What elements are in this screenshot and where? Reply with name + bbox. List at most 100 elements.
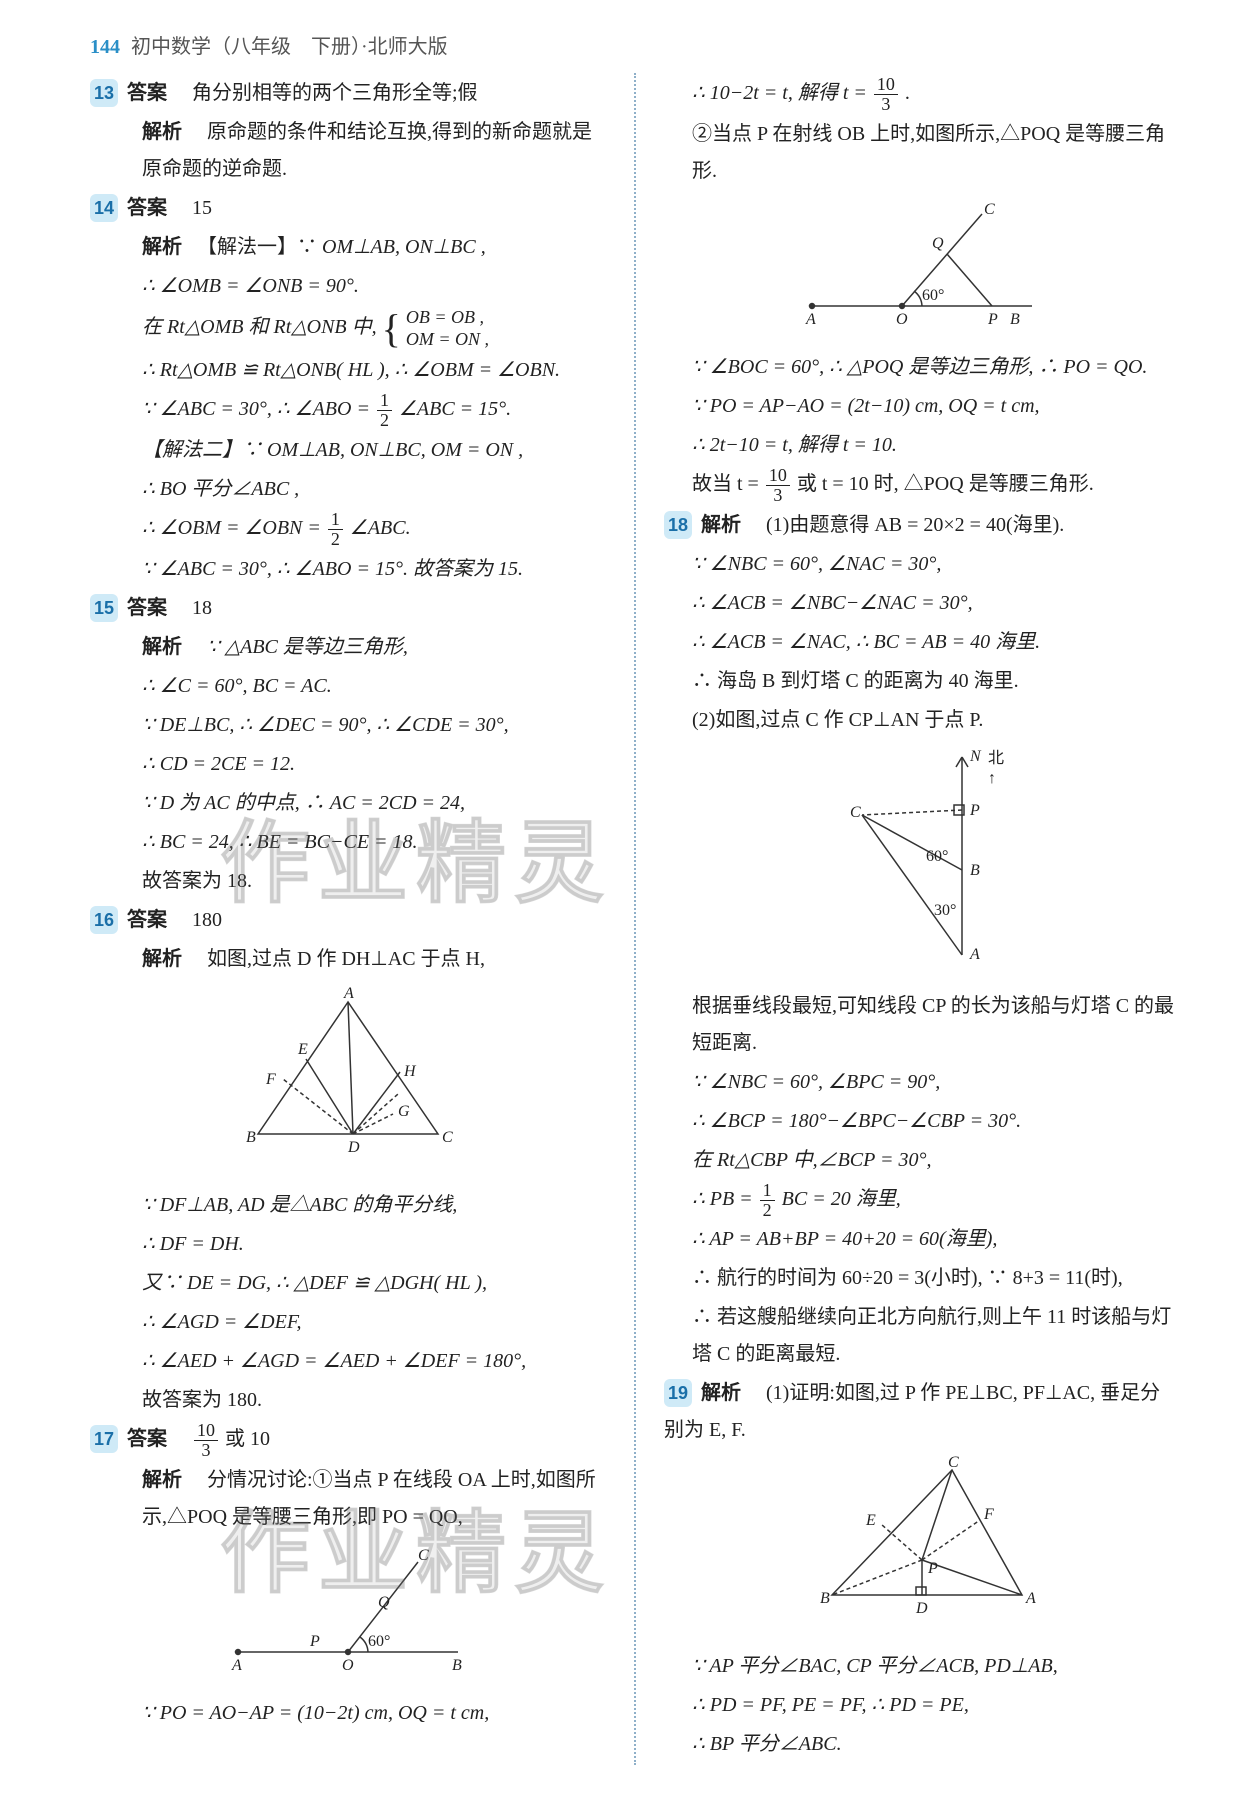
svg-text:B: B: [452, 1657, 462, 1672]
q16-figure: A B C D E F G H: [90, 984, 606, 1177]
text: 或 t = 10 时, △POQ 是等腰三角形.: [797, 473, 1094, 495]
svg-text:C: C: [418, 1547, 429, 1564]
text: 分情况讨论:①当点 P 在线段 OA 上时,如图所示,△POQ 是等腰三角形,即…: [142, 1469, 596, 1528]
fraction: 12: [377, 391, 392, 430]
text: .: [905, 82, 910, 104]
q18-a1: ∵ ∠NBC = 60°, ∠NAC = 30°,: [664, 546, 1180, 583]
explain-label: 解析: [142, 1469, 182, 1491]
q18-a5: (2)如图,过点 C 作 CP⊥AN 于点 P.: [664, 702, 1180, 739]
brace-icon: {: [382, 317, 401, 341]
q19-c1: ∵ AP 平分∠BAC, CP 平分∠ACB, PD⊥AB,: [664, 1648, 1180, 1685]
q19-figure: A B C D E F P: [664, 1455, 1180, 1638]
q15-answer: 18: [192, 597, 212, 619]
q16-p6: 故答案为 180.: [90, 1382, 606, 1419]
q16-p1: ∵ DF⊥AB, AD 是△ABC 的角平分线,: [90, 1187, 606, 1224]
explain-label: 解析: [701, 514, 741, 536]
q14-m2: ∴ ∠OMB = ∠ONB = 90°.: [90, 268, 606, 305]
q15-answer-line: 15 答案 18: [90, 590, 606, 627]
explain-label: 解析: [142, 636, 182, 658]
fraction: 103: [874, 75, 898, 114]
q15-l6: ∴ BC = 24, ∴ BE = BC−CE = 18.: [90, 824, 606, 861]
q17-figure-b: A B C O P Q 60°: [664, 196, 1180, 339]
column-divider: [634, 73, 636, 1765]
text: ∠ABC.: [350, 517, 411, 539]
q16-p2: ∴ DF = DH.: [90, 1226, 606, 1263]
q15-l5: ∵ D 为 AC 的中点, ∴ AC = 2CD = 24,: [90, 785, 606, 822]
r2: ②当点 P 在射线 OB 上时,如图所示,△POQ 是等腰三角形.: [664, 116, 1180, 190]
q18-b4: 在 Rt△CBP 中,∠BCP = 30°,: [664, 1142, 1180, 1179]
explain-label: 解析: [142, 121, 182, 143]
q16-number: 16: [90, 906, 118, 934]
svg-text:O: O: [896, 311, 908, 326]
svg-text:F: F: [983, 1506, 994, 1523]
text: ∠ABC = 15°.: [399, 398, 511, 420]
page: 作业精灵 作业精灵 144 初中数学（八年级 下册）·北师大版 13 答案 角分…: [0, 0, 1250, 1814]
r1: ∴ 10−2t = t, 解得 t = 103 .: [664, 75, 1180, 114]
answer-label: 答案: [127, 197, 167, 219]
q19-head: 19 解析 (1)证明:如图,过 P 作 PE⊥BC, PF⊥AC, 垂足分别为…: [664, 1375, 1180, 1449]
answer-label: 答案: [127, 597, 167, 619]
text: ∵ ∠ABC = 30°, ∴ ∠ABO =: [142, 398, 375, 420]
q14-m8: ∴ ∠OBM = ∠OBN = 12 ∠ABC.: [90, 510, 606, 549]
q18-b3: ∴ ∠BCP = 180°−∠BPC−∠CBP = 30°.: [664, 1103, 1180, 1140]
left-column: 13 答案 角分别相等的两个三角形全等;假 解析 原命题的条件和结论互换,得到的…: [90, 73, 606, 1765]
svg-text:B: B: [820, 1590, 830, 1607]
q18-number: 18: [664, 511, 692, 539]
text: ∴ 10−2t = t, 解得 t =: [692, 82, 872, 104]
q14-m6: 【解法二】∵ OM⊥AB, ON⊥BC, OM = ON ,: [90, 432, 606, 469]
q14-m1: 解析 【解法一】∵ OM⊥AB, ON⊥BC ,: [90, 229, 606, 266]
page-number: 144: [90, 36, 120, 58]
svg-text:F: F: [265, 1071, 276, 1088]
q19-c2: ∴ PD = PF, PE = PF, ∴ PD = PE,: [664, 1687, 1180, 1724]
svg-text:P: P: [309, 1633, 320, 1650]
svg-text:Q: Q: [932, 235, 944, 252]
answer-label: 答案: [127, 909, 167, 931]
q17-e2: ∵ PO = AO−AP = (10−2t) cm, OQ = t cm,: [90, 1695, 606, 1732]
q18-a4: ∴ 海岛 B 到灯塔 C 的距离为 40 海里.: [664, 663, 1180, 700]
q13-number: 13: [90, 79, 118, 107]
q18-head: 18 解析 (1)由题意得 AB = 20×2 = 40(海里).: [664, 507, 1180, 544]
q18-b5: ∴ PB = 12 BC = 20 海里,: [664, 1181, 1180, 1220]
svg-text:N: N: [969, 748, 982, 765]
brace-content: OB = OB , OM = ON ,: [406, 307, 489, 350]
q16-expl: 解析 如图,过点 D 作 DH⊥AC 于点 H,: [90, 941, 606, 978]
q17-answer-line: 17 答案 103 或 10: [90, 1421, 606, 1460]
svg-text:C: C: [442, 1129, 453, 1146]
text: ∴ PB =: [692, 1188, 758, 1210]
q15-l4: ∴ CD = 2CE = 12.: [90, 746, 606, 783]
r3: ∵ ∠BOC = 60°, ∴ △POQ 是等边三角形, ∴ PO = QO.: [664, 349, 1180, 386]
svg-text:B: B: [246, 1129, 256, 1146]
text: (1)由题意得 AB = 20×2 = 40(海里).: [766, 514, 1064, 536]
q18-b1: 根据垂线段最短,可知线段 CP 的长为该船与灯塔 C 的最短距离.: [664, 988, 1180, 1062]
svg-text:A: A: [343, 985, 354, 1002]
svg-text:D: D: [347, 1139, 360, 1156]
q13-explain: 解析 原命题的条件和结论互换,得到的新命题就是原命题的逆命题.: [90, 114, 606, 188]
svg-text:30°: 30°: [934, 902, 956, 919]
q18-b2: ∵ ∠NBC = 60°, ∠BPC = 90°,: [664, 1064, 1180, 1101]
q17-figure-a: A B C O P Q 60°: [90, 1542, 606, 1685]
svg-text:60°: 60°: [922, 287, 944, 304]
answer-label: 答案: [127, 1428, 167, 1450]
svg-text:D: D: [915, 1600, 928, 1617]
q18-a3: ∴ ∠ACB = ∠NAC, ∴ BC = AB = 40 海里.: [664, 624, 1180, 661]
q16-answer-line: 16 答案 180: [90, 902, 606, 939]
svg-text:E: E: [865, 1512, 876, 1529]
svg-text:北: 北: [988, 749, 1004, 767]
q17-number: 17: [90, 1425, 118, 1453]
q18-b7: ∴ 航行的时间为 60÷20 = 3(小时), ∵ 8+3 = 11(时),: [664, 1260, 1180, 1297]
q16-p5: ∴ ∠AED + ∠AGD = ∠AED + ∠DEF = 180°,: [90, 1343, 606, 1380]
q14-m7: ∴ BO 平分∠ABC ,: [90, 471, 606, 508]
q14-m9: ∵ ∠ABC = 30°, ∴ ∠ABO = 15°. 故答案为 15.: [90, 551, 606, 588]
q14-answer: 15: [192, 197, 212, 219]
svg-text:C: C: [850, 804, 861, 821]
svg-text:P: P: [987, 311, 998, 326]
text: 在 Rt△OMB 和 Rt△ONB 中,: [142, 316, 377, 338]
q18-b8: ∴ 若这艘船继续向正北方向航行,则上午 11 时该船与灯塔 C 的距离最短.: [664, 1299, 1180, 1373]
svg-text:B: B: [970, 862, 980, 879]
svg-text:C: C: [948, 1455, 959, 1471]
q18-b6: ∴ AP = AB+BP = 40+20 = 60(海里),: [664, 1221, 1180, 1258]
r4: ∵ PO = AP−AO = (2t−10) cm, OQ = t cm,: [664, 388, 1180, 425]
explain-label: 解析: [142, 236, 182, 258]
q18-figure: N 北 ↑ C P B A 60° 30°: [664, 745, 1180, 978]
explain-label: 解析: [701, 1382, 741, 1404]
